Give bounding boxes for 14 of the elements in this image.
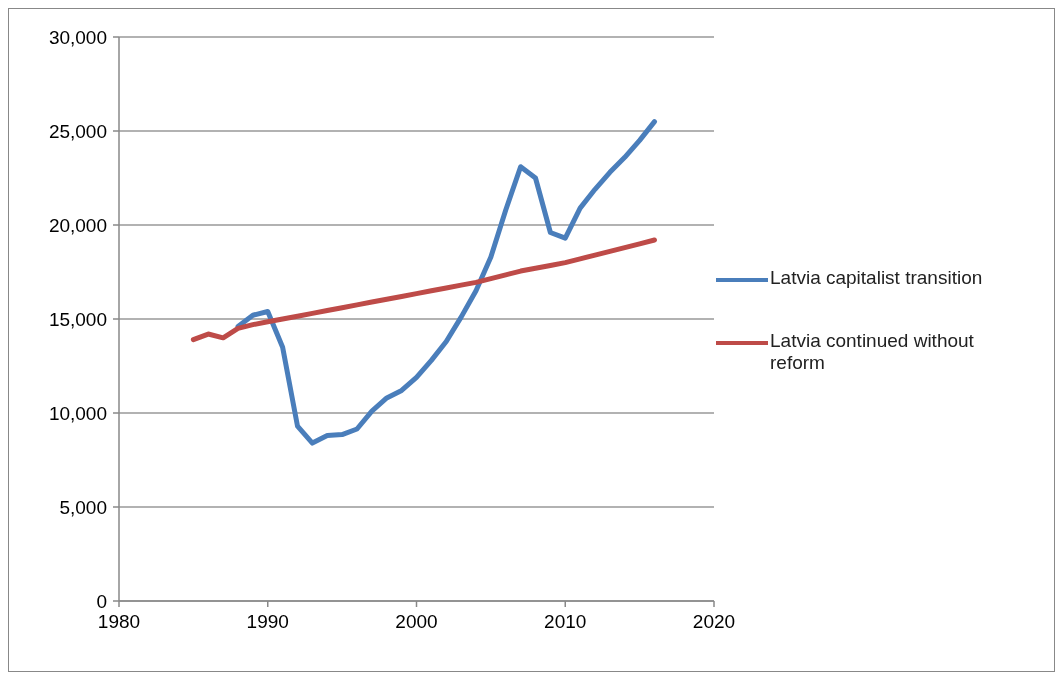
y-tick-label: 25,000	[48, 120, 107, 142]
x-tick-label: 1980	[97, 611, 141, 633]
legend-label: Latvia capitalist transition	[770, 266, 983, 289]
x-tick-label: 2020	[692, 611, 736, 633]
legend-label: Latvia continued without reform	[770, 329, 975, 374]
x-tick-label: 2000	[395, 611, 438, 633]
y-tick-label: 15,000	[48, 308, 107, 330]
y-tick-label: 30,000	[48, 26, 107, 48]
y-tick-label: 20,000	[48, 214, 107, 236]
x-tick-label: 2010	[544, 611, 587, 633]
y-tick-label: 5,000	[59, 496, 107, 518]
x-tick-label: 1990	[246, 611, 289, 633]
y-tick-label: 10,000	[48, 402, 107, 424]
y-tick-label: 0	[96, 590, 107, 612]
